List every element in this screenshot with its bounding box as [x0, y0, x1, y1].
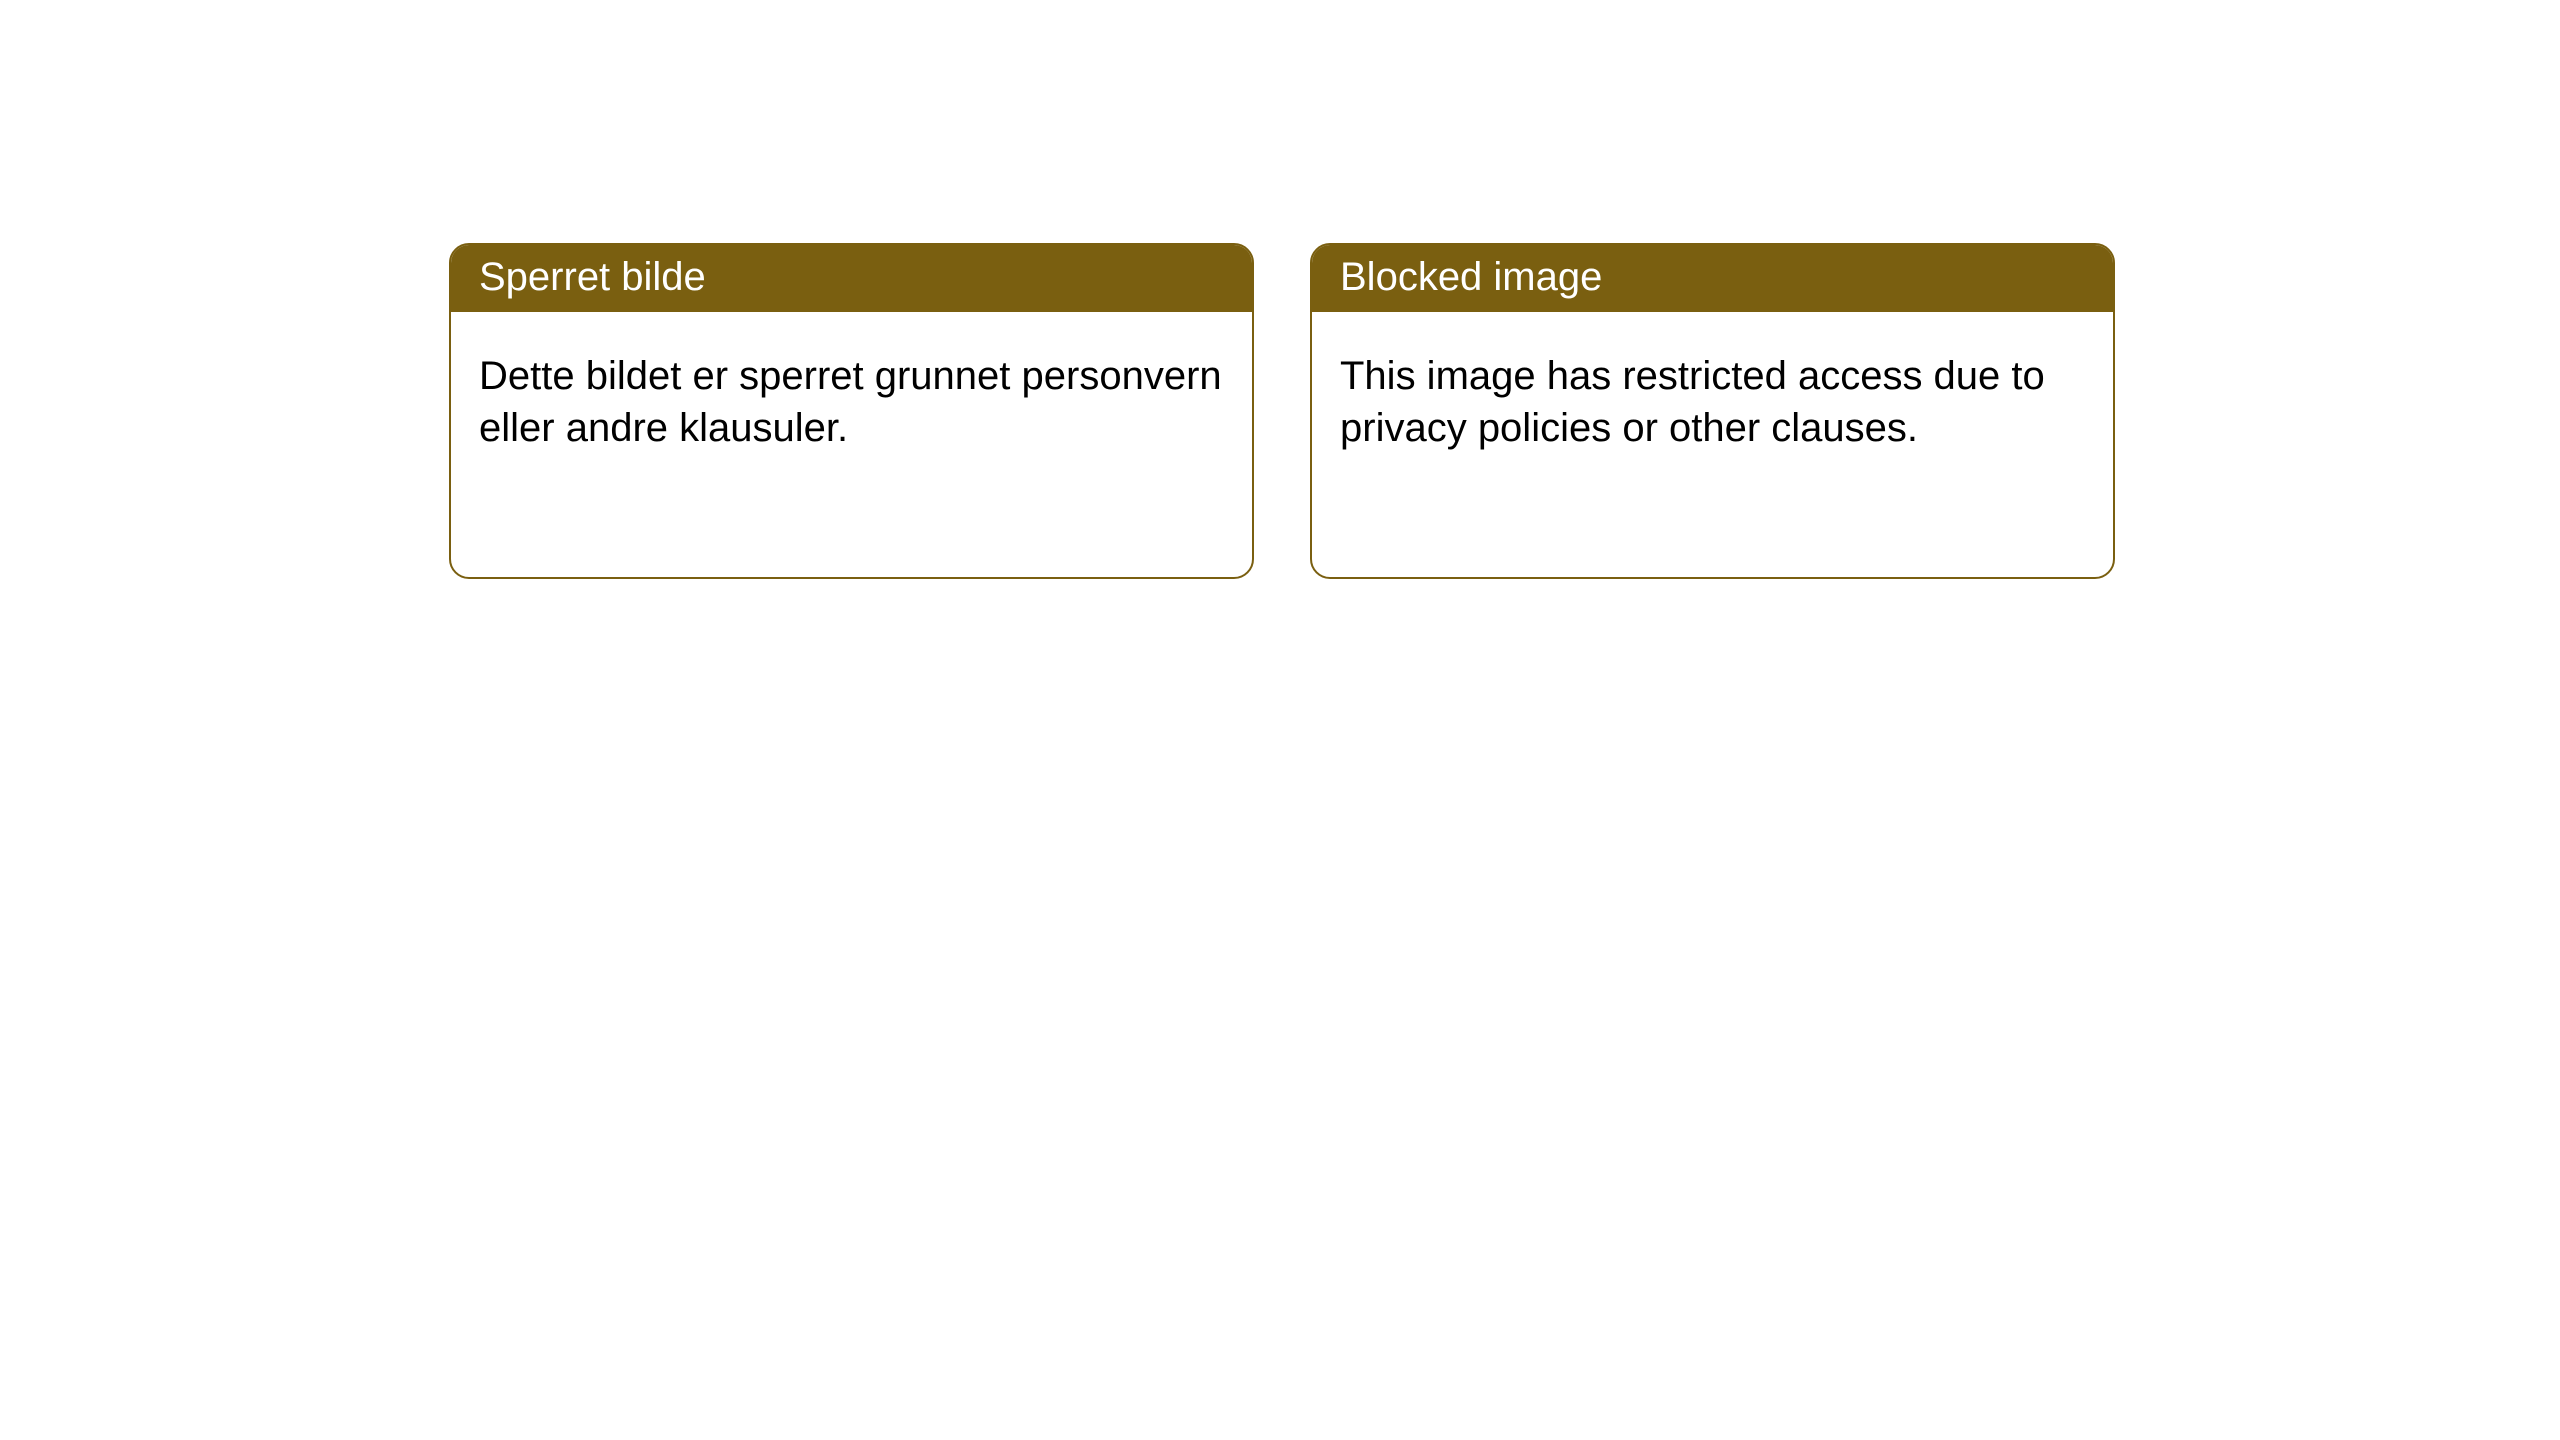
card-body: Dette bildet er sperret grunnet personve…: [451, 312, 1252, 492]
card-header: Sperret bilde: [451, 245, 1252, 312]
notice-card-norwegian: Sperret bilde Dette bildet er sperret gr…: [449, 243, 1254, 579]
card-body: This image has restricted access due to …: [1312, 312, 2113, 492]
notice-cards-container: Sperret bilde Dette bildet er sperret gr…: [0, 0, 2560, 579]
card-header: Blocked image: [1312, 245, 2113, 312]
card-message: Dette bildet er sperret grunnet personve…: [479, 354, 1222, 450]
card-title: Sperret bilde: [479, 255, 706, 299]
card-title: Blocked image: [1340, 255, 1602, 299]
card-message: This image has restricted access due to …: [1340, 354, 2045, 450]
notice-card-english: Blocked image This image has restricted …: [1310, 243, 2115, 579]
